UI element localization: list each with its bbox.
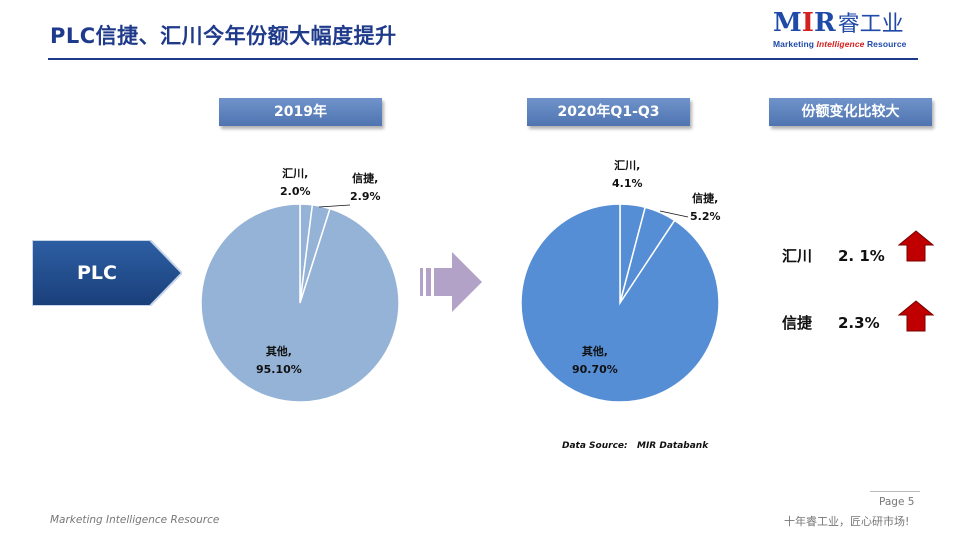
header-2019: 2019年 xyxy=(219,98,382,126)
pie1-label-huichuan: 汇川, 2.0% xyxy=(280,167,311,198)
header-2020: 2020年Q1-Q3 xyxy=(527,98,690,126)
mir-logo: MIR睿工业 Marketing Intelligence Resource xyxy=(773,6,913,52)
up-arrow-icon xyxy=(898,230,934,262)
footer-left-text: Marketing Intelligence Resource xyxy=(50,514,220,526)
footer-rule xyxy=(870,491,920,492)
pie2-label-huichuan: 汇川, 4.1% xyxy=(612,159,643,190)
title-underline xyxy=(48,58,918,60)
change-name: 汇川 xyxy=(782,247,813,265)
change-name: 信捷 xyxy=(782,314,813,332)
plc-pentagon-arrow xyxy=(32,240,182,306)
plc-label: PLC xyxy=(77,262,117,284)
logo-subtitle: Marketing Intelligence Resource xyxy=(773,39,907,49)
pie-slice-2 xyxy=(200,203,400,403)
pie2-label-others: 其他, 90.70% xyxy=(572,345,618,376)
logo-mark: MIR睿工业 xyxy=(773,8,904,38)
change-value: 2. 1% xyxy=(838,247,885,265)
logo-cn: 睿工业 xyxy=(837,12,904,37)
pie1-label-others: 其他, 95.10% xyxy=(256,345,302,376)
change-row-xinjie: 信捷 2.3% xyxy=(782,312,880,333)
page-number: Page 5 xyxy=(879,496,915,508)
change-row-huichuan: 汇川 2. 1% xyxy=(782,245,885,266)
pie-chart-2020 xyxy=(520,203,720,403)
up-arrow-icon xyxy=(898,300,934,332)
page-title: PLC信捷、汇川今年份额大幅度提升 xyxy=(50,24,397,48)
pie-slice-2 xyxy=(520,203,720,403)
pie2-label-xinjie: 信捷, 5.2% xyxy=(690,192,721,223)
data-source: Data Source: MIR Databank xyxy=(562,441,709,451)
transition-arrow-icon xyxy=(420,252,482,312)
pie-chart-2019 xyxy=(200,203,400,403)
change-value: 2.3% xyxy=(838,314,880,332)
header-change: 份额变化比较大 xyxy=(769,98,932,126)
footer-slogan: 十年睿工业，匠心研市场! xyxy=(784,515,910,528)
pie1-label-xinjie: 信捷, 2.9% xyxy=(350,172,381,203)
